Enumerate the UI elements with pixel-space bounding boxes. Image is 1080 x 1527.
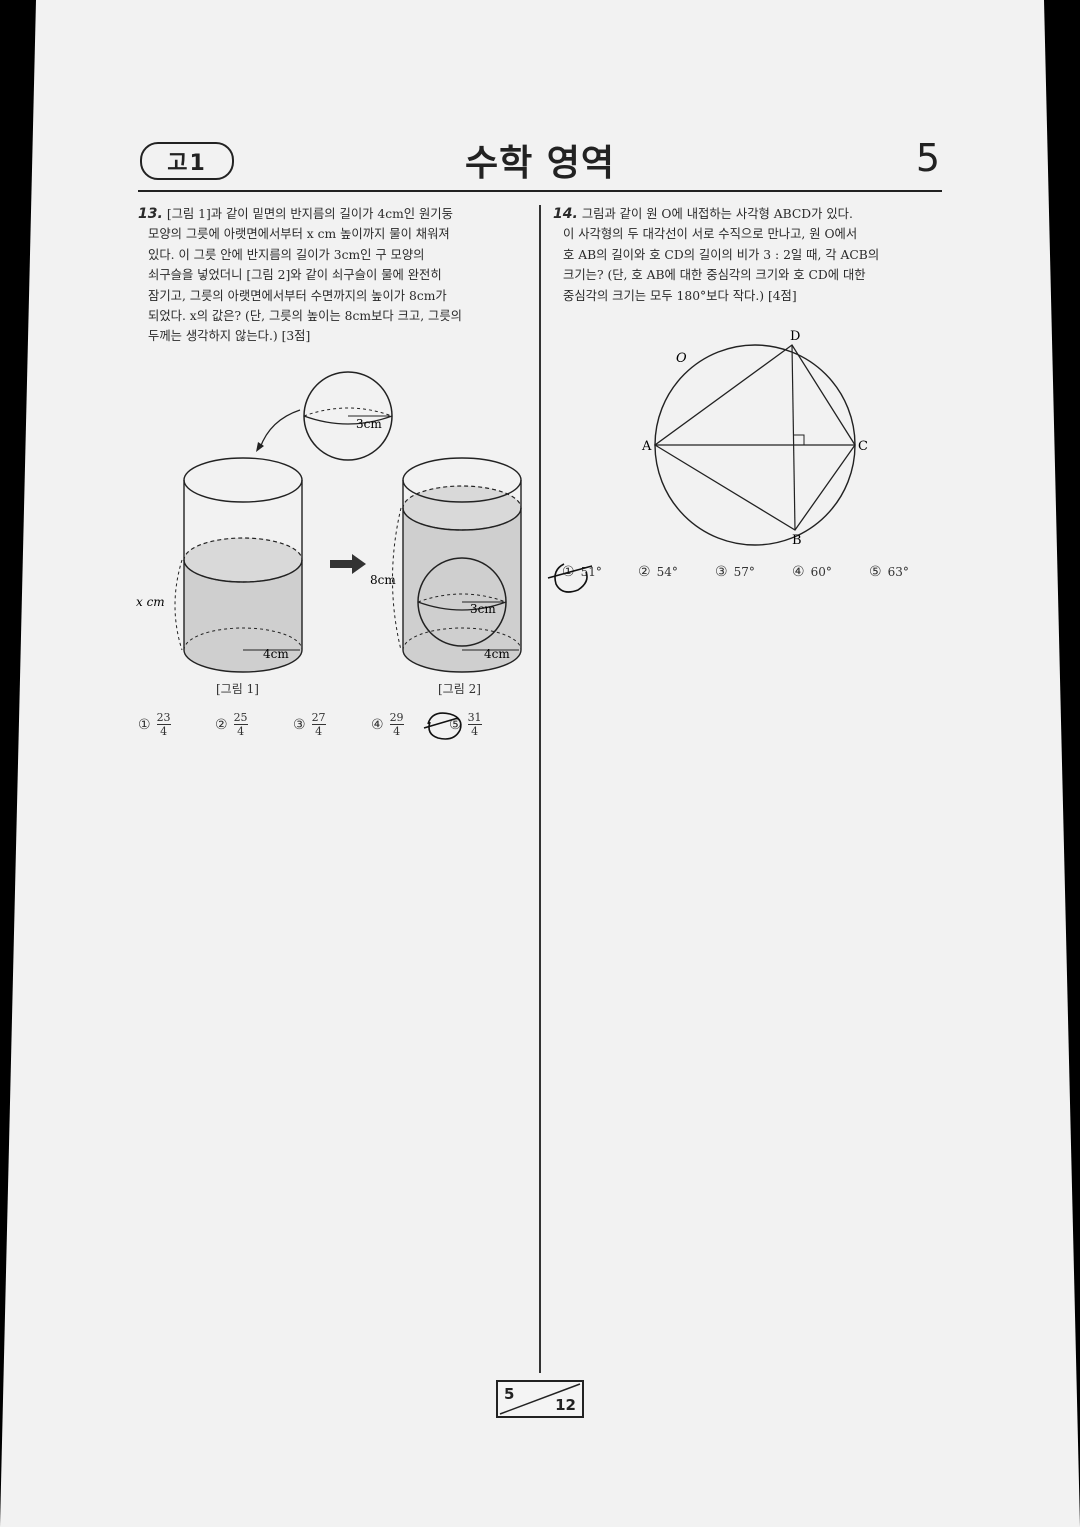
q14-choice-2[interactable]: ② 54° (638, 564, 678, 580)
q14-line-3: 호 AB의 길이와 호 CD의 길이의 비가 3 : 2일 때, 각 ACB의 (563, 247, 880, 262)
question-14: 14. 그림과 같이 원 O에 내접하는 사각형 ABCD가 있다. 이 사각형의… (553, 204, 879, 306)
total-pages: 12 (555, 1396, 576, 1414)
q14-line-1: 14. 그림과 같이 원 O에 내접하는 사각형 ABCD가 있다. (553, 206, 853, 222)
right-arrow (330, 554, 366, 574)
figure-1-caption: [그림 1] (216, 682, 259, 696)
q13-number: 13. (138, 206, 163, 222)
q14-line-4: 크기는? (단, 호 AB에 대한 중심각의 크기와 호 CD에 대한 (563, 268, 866, 283)
steel-ball: 3cm (303, 371, 393, 461)
label-b: B (792, 533, 802, 548)
q14-choice-5[interactable]: ⑤ 63° (869, 564, 909, 580)
q14-choice-3[interactable]: ③ 57° (715, 564, 755, 580)
page-indicator-slash (499, 1383, 581, 1415)
question-13: 13. [그림 1]과 같이 밑면의 반지름의 길이가 4cm인 원기둥 모양의 … (138, 204, 462, 347)
label-d: D (790, 329, 800, 344)
column-divider (539, 205, 541, 1373)
q13-line-3: 있다. 이 그릇 안에 반지름의 길이가 3cm인 구 모양의 (148, 247, 425, 262)
grade-badge: 고1 (140, 142, 234, 180)
ball-radius-label: 3cm (356, 417, 382, 431)
q13-choice-4[interactable]: ④ 29 4 (371, 711, 404, 738)
q13-choice-1[interactable]: ① 23 4 (138, 711, 171, 738)
header-rule (138, 190, 942, 192)
page-indicator: 5 12 (496, 1380, 584, 1418)
q13-line-4: 쇠구슬을 넣었더니 [그림 2]와 같이 쇠구슬이 물에 완전히 (148, 268, 442, 283)
water-height-1-label: x cm (136, 595, 165, 609)
q13-figure: 3cm 4cm x cm 3cm 4cm 8cm (136, 371, 522, 673)
label-a: A (641, 439, 652, 454)
q14-choice-4[interactable]: ④ 60° (792, 564, 832, 580)
cyl2-radius-label: 4cm (484, 647, 510, 661)
figure-2-caption: [그림 2] (438, 682, 481, 696)
label-o: O (676, 351, 687, 366)
q13-choice-3[interactable]: ③ 27 4 (293, 711, 326, 738)
q14-figure: O A B C D (641, 329, 868, 548)
q14-line-5: 중심각의 크기는 모두 180°보다 작다.) [4점] (563, 288, 797, 303)
q14-answer-mark (547, 563, 593, 593)
q13-line-2: 모양의 그릇에 아랫면에서부터 x cm 높이까지 물이 채워져 (148, 227, 450, 242)
q13-line-1: 13. [그림 1]과 같이 밑면의 반지름의 길이가 4cm인 원기둥 (138, 206, 453, 222)
curved-arrow (259, 409, 301, 449)
current-page: 5 (504, 1385, 515, 1403)
grade-text: 고1 (167, 151, 207, 176)
q14-line-2: 이 사각형의 두 대각선이 서로 수직으로 만나고, 원 O에서 (563, 227, 858, 242)
q13-answer-mark (423, 712, 462, 740)
q13-line-7: 두께는 생각하지 않는다.) [3점] (148, 329, 311, 344)
ball2-radius-label: 3cm (470, 602, 496, 616)
q14-number: 14. (553, 206, 578, 222)
cyl1-radius-label: 4cm (263, 647, 289, 661)
q13-choice-2[interactable]: ② 25 4 (215, 711, 248, 738)
diagonal-bd (791, 344, 796, 531)
q13-line-5: 잠기고, 그릇의 아랫면에서부터 수면까지의 높이가 8cm가 (148, 288, 447, 303)
page-number: 5 (915, 136, 940, 180)
water-height-2-label: 8cm (370, 573, 396, 587)
label-c: C (858, 439, 868, 454)
q13-line-6: 되었다. x의 값은? (단, 그릇의 높이는 8cm보다 크고, 그릇의 (148, 309, 462, 324)
cylinder-1: 4cm x cm (136, 457, 303, 673)
cylinder-2: 3cm 4cm 8cm (370, 457, 522, 673)
right-angle-mark (794, 434, 805, 445)
page-title: 수학 영역 (464, 143, 615, 184)
